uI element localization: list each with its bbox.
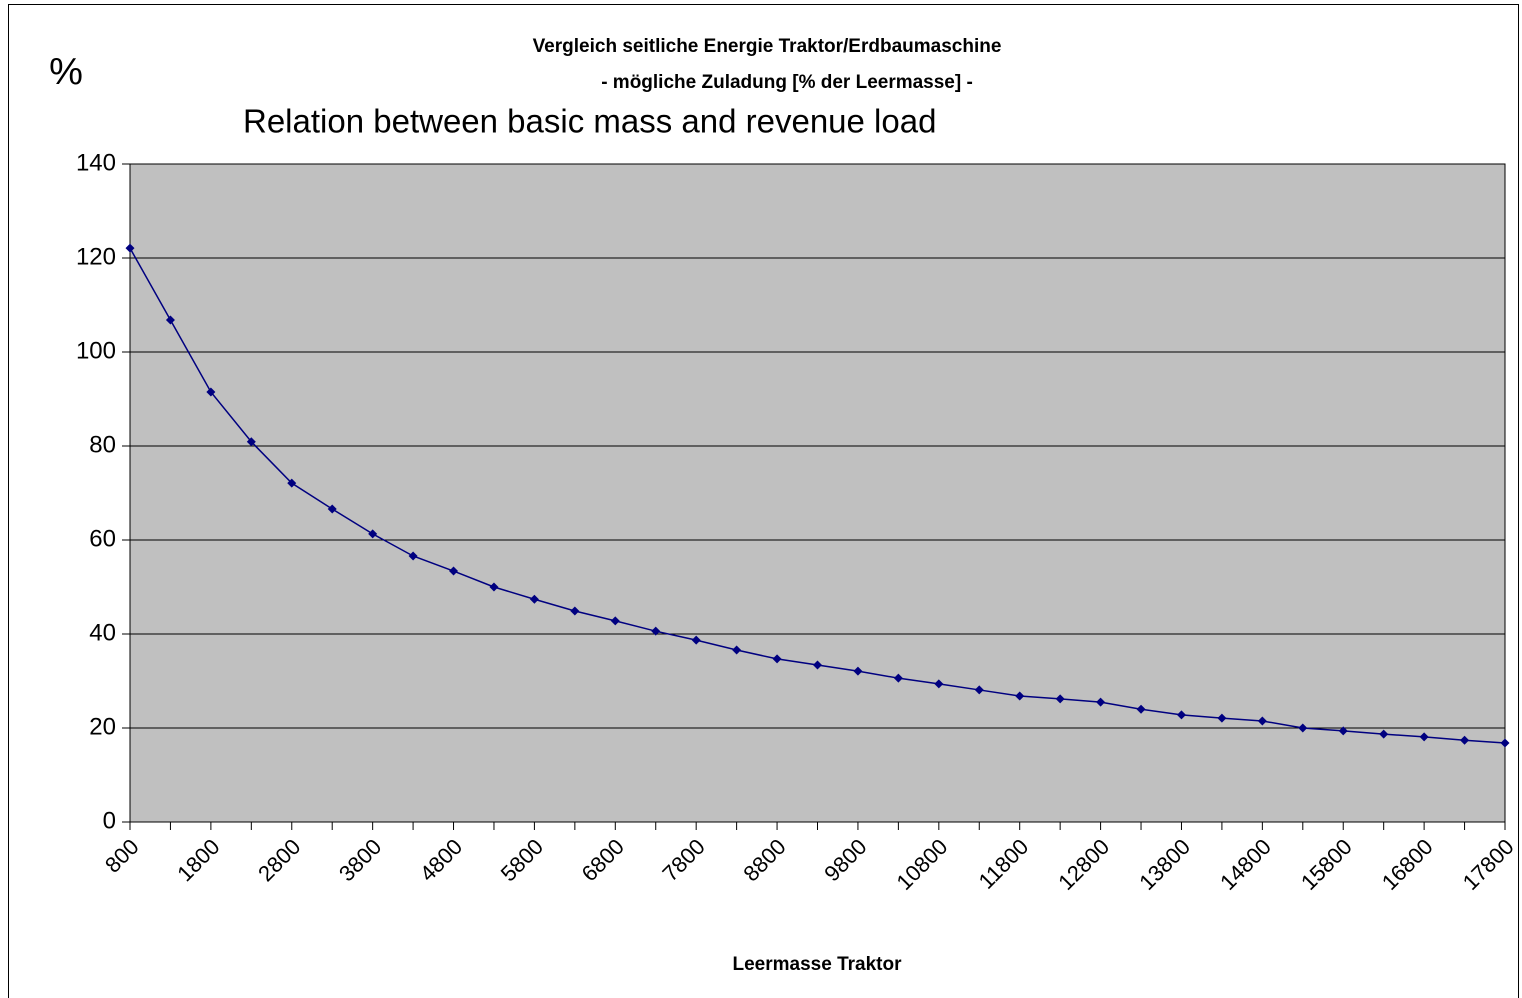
y-tick-label: 60 [89, 525, 116, 552]
marker [408, 551, 418, 561]
marker [813, 660, 822, 670]
marker [449, 566, 459, 576]
y-tick-label: 20 [89, 713, 116, 740]
marker [651, 626, 661, 636]
y-tick-label: 100 [76, 337, 116, 364]
marker [934, 679, 944, 689]
marker [1015, 691, 1025, 701]
marker [853, 666, 863, 676]
marker [1176, 710, 1186, 720]
y-tick-label: 0 [103, 807, 116, 834]
marker [1136, 704, 1146, 714]
marker [1419, 732, 1429, 742]
marker [732, 645, 742, 655]
marker [974, 685, 984, 695]
marker [610, 616, 620, 626]
marker [125, 243, 135, 253]
chart-subtitle: - mögliche Zuladung [% der Leermasse] - [601, 72, 973, 93]
marker [529, 594, 539, 604]
y-tick-label: 40 [89, 619, 116, 646]
y-tick-label: 80 [89, 431, 116, 458]
marker [1055, 694, 1065, 704]
marker [327, 504, 337, 514]
marker [206, 387, 216, 397]
marker [246, 437, 256, 447]
marker [165, 315, 175, 325]
marker [893, 673, 903, 683]
marker [368, 529, 378, 539]
marker [1298, 723, 1308, 733]
marker [1257, 716, 1267, 726]
chart-title: Vergleich seitliche Energie Traktor/Erdb… [533, 36, 1002, 57]
marker [287, 478, 297, 488]
marker [1338, 726, 1348, 736]
annotation: Relation between basic mass and revenue … [243, 103, 936, 140]
marker [1096, 697, 1106, 707]
marker [772, 654, 782, 664]
marker [489, 582, 499, 592]
y-axis-label: % [49, 51, 83, 93]
marker [1460, 735, 1470, 745]
marker [1500, 738, 1510, 748]
y-tick-label: 140 [76, 149, 116, 176]
marker [1217, 713, 1227, 723]
marker [1379, 729, 1389, 739]
plot-area [129, 163, 1506, 823]
x-axis-label: Leermasse Traktor [733, 954, 903, 975]
marker [570, 606, 580, 616]
marker [691, 635, 701, 645]
y-tick-label: 120 [76, 243, 116, 270]
